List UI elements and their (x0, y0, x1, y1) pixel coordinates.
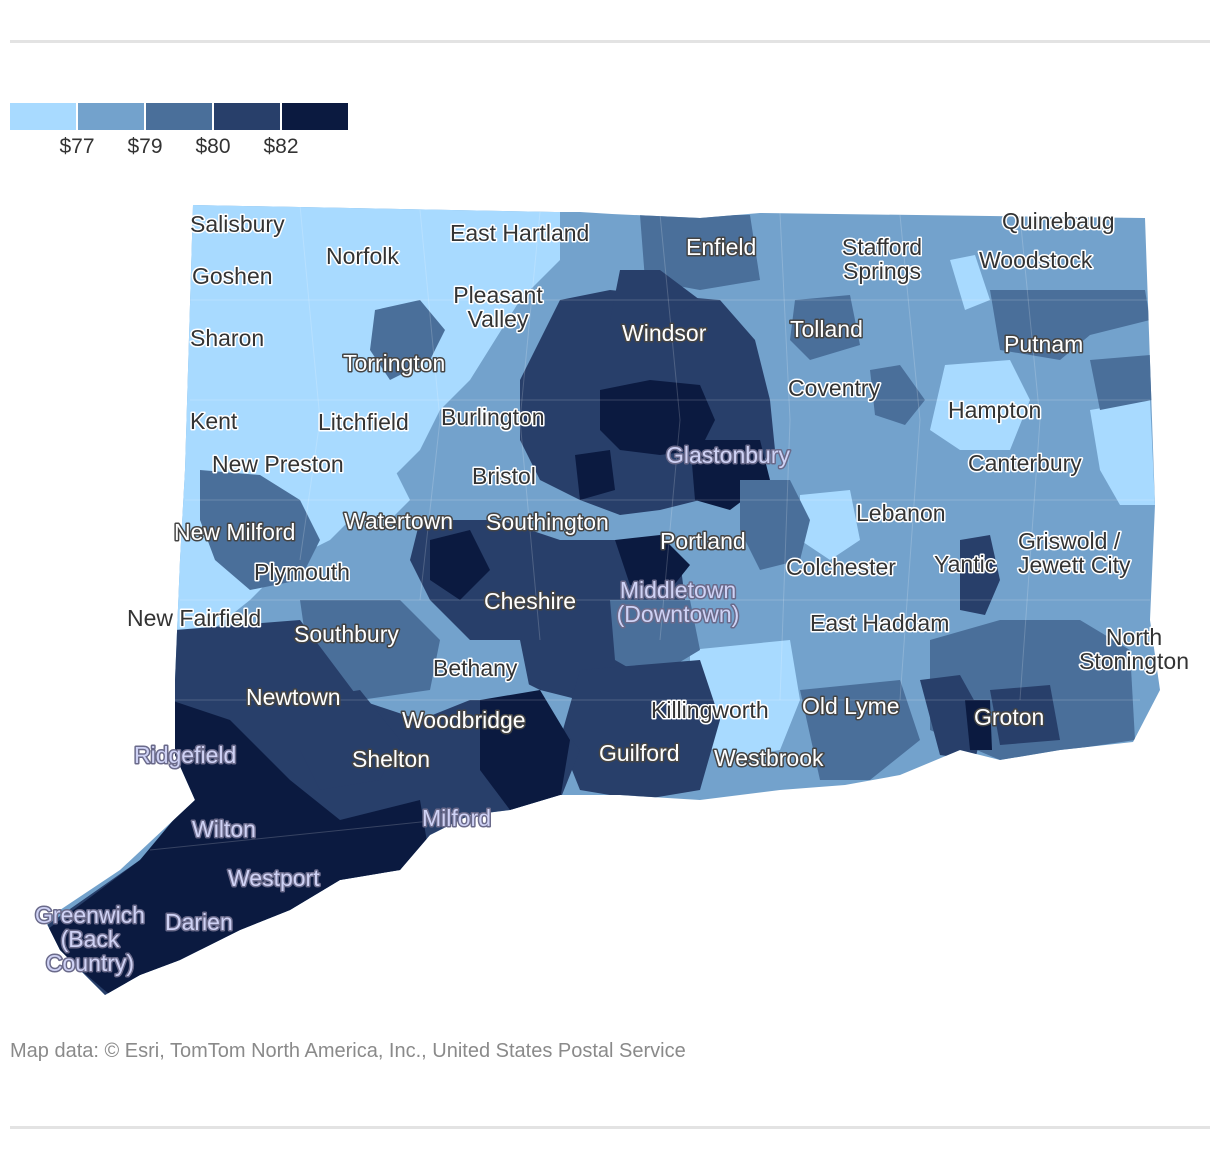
town-label: New Milford (174, 519, 295, 545)
town-label: Westbrook (714, 745, 824, 771)
town-label: Middletown (Downtown) (617, 577, 740, 627)
town-label: Ridgefield (134, 742, 236, 768)
legend-swatch (78, 103, 144, 130)
town-label: Kent (190, 408, 238, 434)
town-label: Westport (228, 865, 320, 891)
town-label: Salisbury (190, 211, 285, 237)
legend-swatch (146, 103, 212, 130)
color-legend: $77 $79 $80 $82 (10, 103, 350, 163)
legend-tick: $82 (263, 135, 299, 158)
town-label: Woodbridge (402, 707, 526, 733)
town-label: New Fairfield (127, 605, 261, 631)
town-label: Glastonbury (666, 442, 791, 468)
town-label: Shelton (352, 746, 430, 772)
town-labels: Salisbury Norfolk East Hartland Enfield Staf… (34, 207, 1191, 978)
town-label: Bristol (472, 463, 536, 489)
town-label: Tolland (790, 316, 863, 342)
town-label: Burlington (441, 404, 545, 430)
town-label: Milford (422, 805, 491, 831)
town-label: Cheshire (484, 588, 576, 614)
town-label: Killingworth (651, 697, 769, 723)
town-label: Lebanon (856, 500, 946, 526)
legend-tick: $79 (127, 135, 163, 158)
town-label: Hampton (948, 397, 1041, 423)
top-divider (10, 40, 1210, 43)
town-label: Southington (486, 509, 609, 535)
town-label: Litchfield (318, 409, 409, 435)
map-source-credit: Map data: © Esri, TomTom North America, … (10, 1040, 686, 1062)
legend-swatch (214, 103, 280, 130)
town-label: Torrington (343, 350, 445, 376)
town-label: New Preston (212, 451, 344, 477)
town-label: Woodstock (979, 247, 1093, 273)
town-label: Wilton (192, 816, 256, 842)
town-label: Plymouth (254, 559, 350, 585)
town-label: Newtown (246, 684, 341, 710)
town-label: Norfolk (326, 243, 399, 269)
town-label: Bethany (433, 655, 518, 681)
town-label: Stafford Springs (842, 234, 922, 284)
town-label: Guilford (599, 740, 680, 766)
town-label: Canterbury (968, 450, 1082, 476)
town-label: Groton (974, 704, 1044, 730)
town-label: Coventry (788, 375, 881, 401)
town-label: North Stonington (1079, 624, 1189, 674)
town-label: Portland (660, 528, 746, 554)
town-label: Colchester (786, 554, 896, 580)
legend-swatch (282, 103, 348, 130)
town-label: Southbury (294, 621, 399, 647)
town-label: Sharon (190, 325, 264, 351)
bottom-divider (10, 1126, 1210, 1129)
town-label: Old Lyme (802, 693, 900, 719)
town-label: Putnam (1004, 331, 1083, 357)
town-label: Goshen (192, 263, 273, 289)
town-label: Yantic (934, 551, 996, 577)
town-label: Griswold / Jewett City (1018, 528, 1131, 578)
town-label: East Hartland (450, 220, 589, 246)
town-label: Pleasant Valley (453, 282, 543, 332)
town-label: Watertown (344, 508, 453, 534)
town-label: Quinebaug (1002, 208, 1115, 234)
legend-tick: $80 (195, 135, 231, 158)
legend-tick: $77 (59, 135, 95, 158)
legend-swatch (10, 103, 76, 130)
town-label: Greenwich (Back Country) (35, 902, 145, 976)
town-label: Darien (165, 909, 233, 935)
town-label: East Haddam (810, 610, 949, 636)
town-label: Enfield (686, 234, 756, 260)
town-label: Windsor (622, 320, 707, 346)
